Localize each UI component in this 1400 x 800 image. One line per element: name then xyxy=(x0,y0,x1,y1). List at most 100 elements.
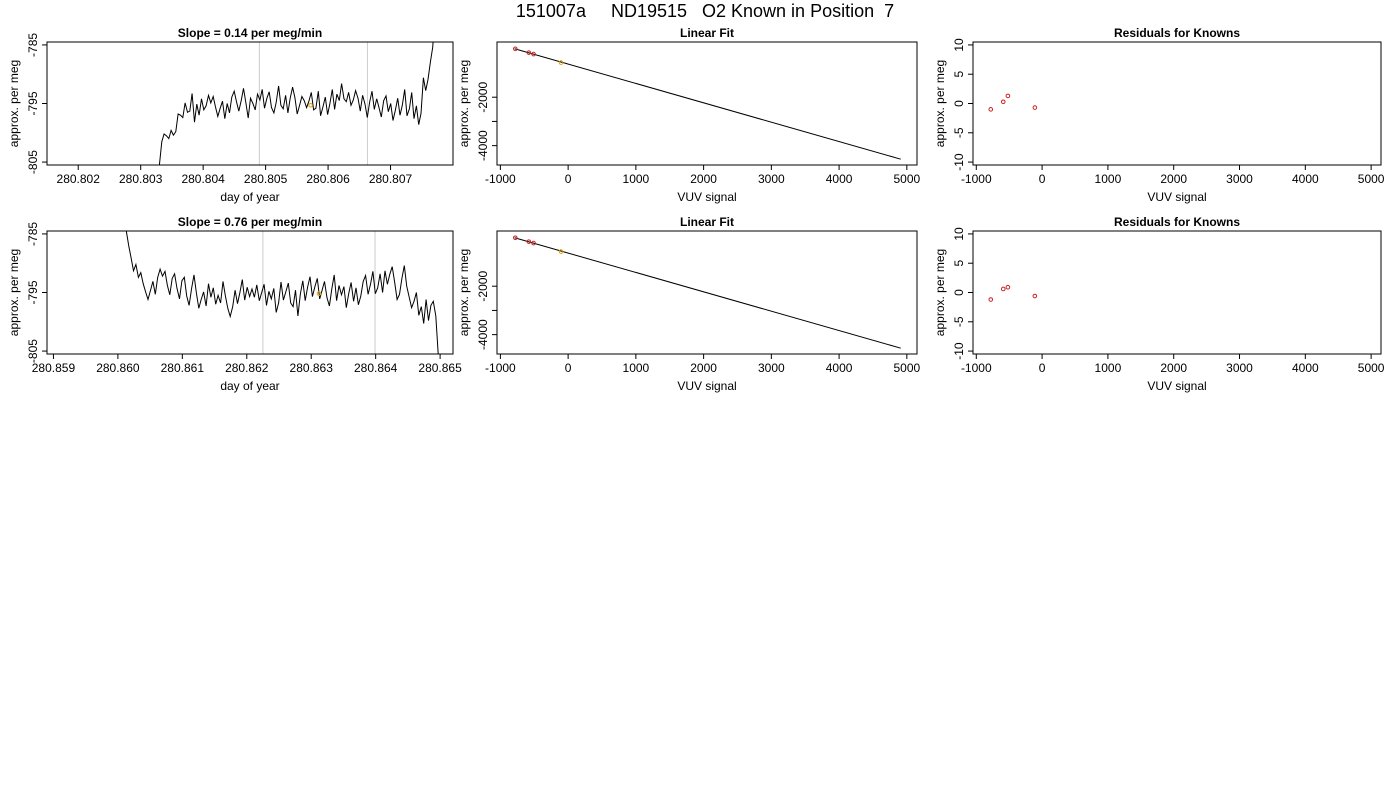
plot-frame xyxy=(972,41,1382,166)
y-axis-label: approx. per meg xyxy=(933,249,947,336)
y-tick-label: 5 xyxy=(952,260,966,267)
data-point xyxy=(512,46,518,52)
x-tick-label: 280.864 xyxy=(354,361,398,375)
data-point xyxy=(988,107,994,112)
y-tick-label: 10 xyxy=(952,227,966,241)
data-point xyxy=(512,235,518,241)
chart-title: Residuals for Knowns xyxy=(1114,26,1240,40)
series-line xyxy=(125,231,439,354)
y-axis-label: approx. per meg xyxy=(7,249,21,336)
data-point xyxy=(1005,93,1011,99)
y-tick-label: 10 xyxy=(952,38,966,52)
x-tick-label: 2000 xyxy=(690,172,717,186)
y-tick-label: -2000 xyxy=(476,82,490,113)
x-tick-label: 280.862 xyxy=(225,361,269,375)
x-axis-label: VUV signal xyxy=(677,190,736,204)
page-title: 151007a ND19515 O2 Known in Position 7 xyxy=(515,1,895,21)
data-point xyxy=(1000,286,1006,292)
y-tick-label: -4000 xyxy=(476,130,490,161)
fit-line xyxy=(514,237,901,349)
x-tick-label: 280.860 xyxy=(96,361,140,375)
y-tick-label: -785 xyxy=(26,33,40,57)
y-tick-label: -10 xyxy=(952,342,966,360)
x-tick-label: 4000 xyxy=(1292,172,1319,186)
chart-panel-5: Linear Fit -1000 0 1000 2000 3000 4000 5000 -200… xyxy=(457,215,921,393)
data-point xyxy=(526,50,532,55)
y-axis-label: approx. per meg xyxy=(933,60,947,147)
x-tick-label: 280.863 xyxy=(290,361,334,375)
x-tick-label: 4000 xyxy=(1292,361,1319,375)
x-tick-label: -1000 xyxy=(961,172,992,186)
y-tick-label: -785 xyxy=(26,222,40,246)
chart-title: Linear Fit xyxy=(680,215,734,229)
y-tick-label: -2000 xyxy=(476,271,490,302)
chart-panel-6: Residuals for Knowns -1000 0 1000 2000 3000 40… xyxy=(933,215,1385,393)
y-tick-label: -795 xyxy=(26,91,40,115)
x-tick-label: 2000 xyxy=(1160,172,1187,186)
x-tick-label: 0 xyxy=(1039,361,1046,375)
chart-title: Slope = 0.14 per meg/min xyxy=(178,26,322,40)
chart-title: Residuals for Knowns xyxy=(1114,215,1240,229)
x-tick-label: 3000 xyxy=(1226,172,1253,186)
plot-frame xyxy=(46,230,454,355)
x-tick-label: 3000 xyxy=(758,361,785,375)
x-tick-label: 5000 xyxy=(893,361,920,375)
x-tick-label: 280.807 xyxy=(369,172,413,186)
chart-panel-3: Residuals for Knowns -1000 0 1000 2000 3000 40… xyxy=(933,26,1385,204)
x-tick-label: 2000 xyxy=(690,361,717,375)
data-point xyxy=(558,249,564,254)
y-axis-label: approx. per meg xyxy=(7,60,21,147)
y-tick-label: 5 xyxy=(952,71,966,78)
x-tick-label: 280.805 xyxy=(244,172,288,186)
data-point xyxy=(1032,293,1038,299)
y-tick-label: -4000 xyxy=(476,319,490,350)
x-tick-label: 3000 xyxy=(758,172,785,186)
data-point xyxy=(1005,284,1011,290)
chart-panel-4: Slope = 0.76 per meg/min 280.859 280.860 28… xyxy=(7,215,462,393)
x-tick-label: 280.861 xyxy=(161,361,205,375)
plot-frame xyxy=(496,41,918,166)
x-axis-label: day of year xyxy=(220,190,279,204)
x-tick-label: 5000 xyxy=(1358,172,1385,186)
x-tick-label: 0 xyxy=(565,172,572,186)
chart-title: Linear Fit xyxy=(680,26,734,40)
data-point xyxy=(1032,105,1038,110)
x-tick-label: 2000 xyxy=(1160,361,1187,375)
data-point xyxy=(988,297,994,302)
x-tick-label: 280.804 xyxy=(181,172,225,186)
y-axis-label: approx. per meg xyxy=(457,60,471,147)
x-tick-label: -1000 xyxy=(961,361,992,375)
fit-line xyxy=(514,48,901,160)
x-tick-label: 4000 xyxy=(826,361,853,375)
x-tick-label: 0 xyxy=(1039,172,1046,186)
y-tick-label: -10 xyxy=(952,153,966,171)
x-tick-label: 0 xyxy=(565,361,572,375)
y-tick-label: -795 xyxy=(26,280,40,304)
x-tick-label: 1000 xyxy=(1095,172,1122,186)
x-tick-label: 1000 xyxy=(623,172,650,186)
data-point xyxy=(308,102,313,108)
x-tick-label: -1000 xyxy=(485,361,516,375)
x-tick-label: 3000 xyxy=(1226,361,1253,375)
x-tick-label: -1000 xyxy=(485,172,516,186)
plot-frame xyxy=(972,230,1382,355)
series-line xyxy=(158,42,434,165)
x-axis-label: VUV signal xyxy=(677,379,736,393)
y-tick-label: 0 xyxy=(952,100,966,107)
x-tick-label: 1000 xyxy=(623,361,650,375)
y-axis-label: approx. per meg xyxy=(457,249,471,336)
chart-title: Slope = 0.76 per meg/min xyxy=(178,215,322,229)
x-tick-label: 280.806 xyxy=(306,172,350,186)
x-axis-label: VUV signal xyxy=(1147,190,1206,204)
y-tick-label: 0 xyxy=(952,289,966,296)
x-axis-label: VUV signal xyxy=(1147,379,1206,393)
x-tick-label: 280.803 xyxy=(119,172,163,186)
y-tick-label: -805 xyxy=(26,339,40,363)
x-tick-label: 5000 xyxy=(893,172,920,186)
y-tick-label: -805 xyxy=(26,150,40,174)
data-point xyxy=(526,239,532,244)
data-point xyxy=(558,60,564,65)
x-tick-label: 5000 xyxy=(1358,361,1385,375)
y-tick-label: -5 xyxy=(952,127,966,138)
